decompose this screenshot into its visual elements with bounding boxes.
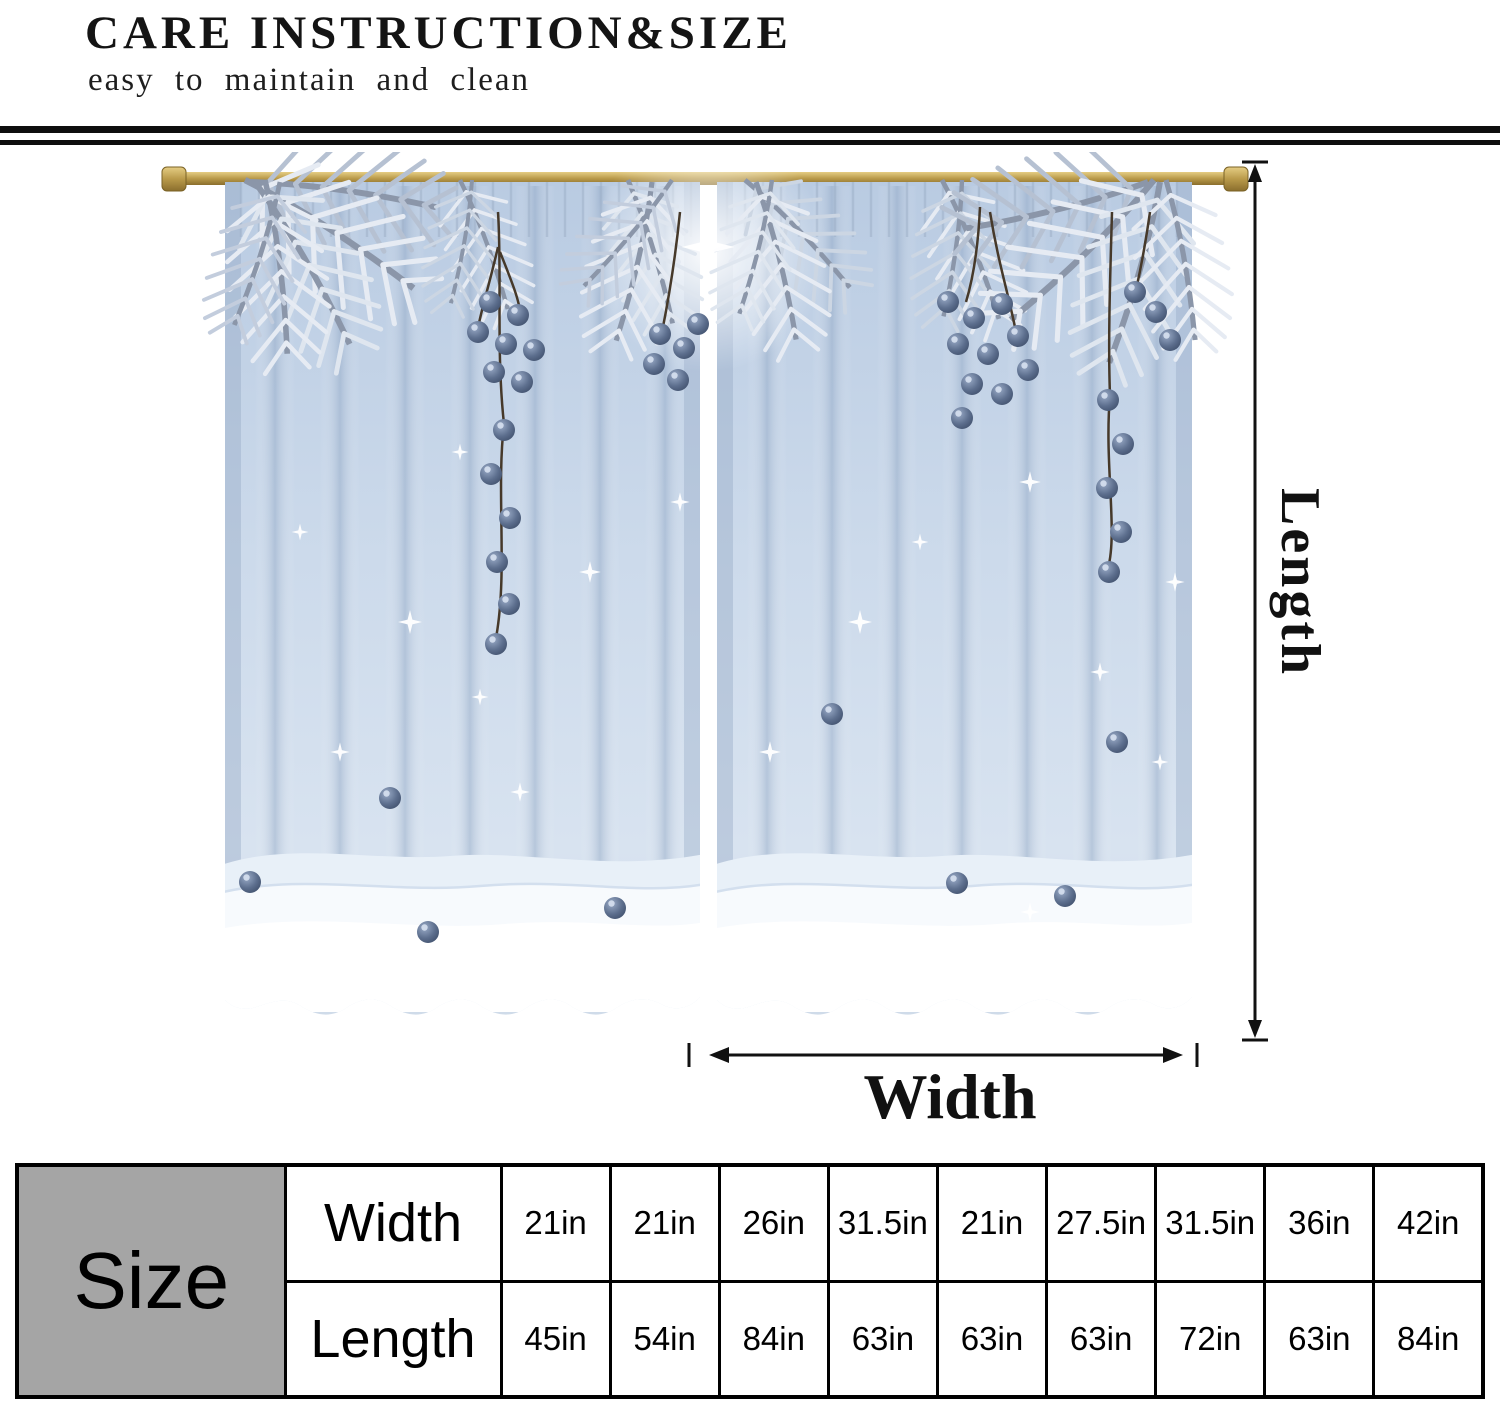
berries [239, 206, 1181, 943]
length-value-cell: 45in [499, 1279, 612, 1399]
width-row-label: Width [283, 1163, 503, 1283]
width-value-cell: 36in [1263, 1163, 1376, 1283]
length-value-cell: 84in [717, 1279, 830, 1399]
curtain-product-image [161, 152, 1249, 1015]
divider-line-bottom [0, 140, 1500, 145]
width-value-cell: 21in [608, 1163, 721, 1283]
divider-line-top [0, 126, 1500, 133]
table-row-length: Length 45in 54in 84in 63in 63in 63in 72i… [17, 1279, 1485, 1399]
table-row-width: Size Width 21in 21in 26in 31.5in 21in 27… [15, 1163, 1485, 1399]
width-arrow [687, 1043, 1199, 1067]
width-value-cell: 31.5in [826, 1163, 939, 1283]
width-label: Width [863, 1061, 1037, 1132]
size-table-corner: Size [15, 1163, 287, 1399]
length-value-cell: 72in [1154, 1279, 1267, 1399]
page-subtitle: easy to maintain and clean [88, 62, 531, 98]
width-value-cell: 42in [1372, 1163, 1485, 1283]
length-arrow [1242, 160, 1268, 1042]
length-value-cell: 54in [608, 1279, 721, 1399]
length-row-label: Length [283, 1279, 503, 1399]
snow-drifts [225, 851, 1192, 1014]
length-value-cell: 63in [935, 1279, 1049, 1399]
length-value-cell: 63in [1263, 1279, 1376, 1399]
width-value-cell: 26in [717, 1163, 830, 1283]
width-value-cell: 21in [935, 1163, 1049, 1283]
length-value-cell: 84in [1372, 1279, 1485, 1399]
width-value-cell: 27.5in [1045, 1163, 1158, 1283]
length-label: Length [1269, 488, 1331, 678]
size-table: Size Width 21in 21in 26in 31.5in 21in 27… [15, 1163, 1485, 1399]
length-value-cell: 63in [826, 1279, 939, 1399]
length-value-cell: 63in [1045, 1279, 1158, 1399]
page-title: CARE INSTRUCTION&SIZE [85, 7, 792, 59]
width-value-cell: 31.5in [1154, 1163, 1267, 1283]
width-value-cell: 21in [499, 1163, 612, 1283]
